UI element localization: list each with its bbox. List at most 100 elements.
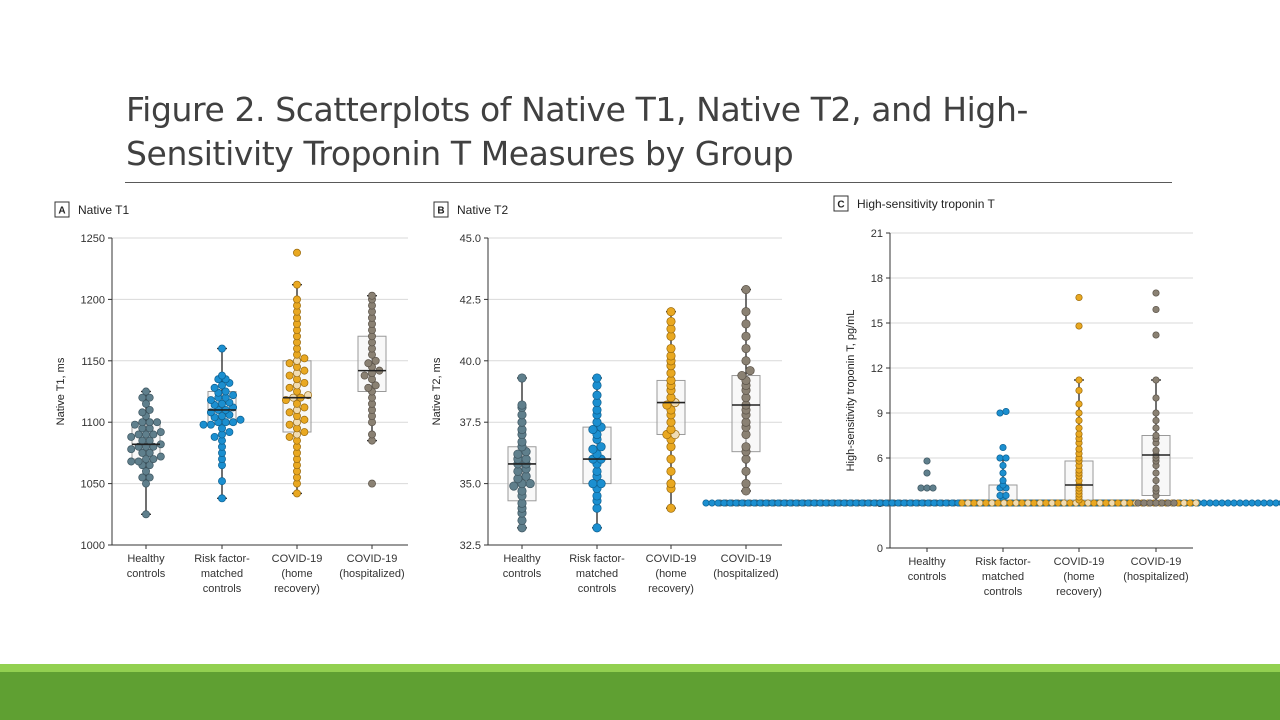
data-point [300,366,309,375]
data-point [744,499,752,507]
data-point [1054,499,1062,507]
series-group [127,387,165,519]
data-point [156,452,165,461]
panel-title: Native T1 [78,203,129,217]
y-tick-label: 15 [871,318,883,330]
data-point [822,499,830,507]
data-point [1066,499,1074,507]
data-point [153,418,162,427]
data-point [142,479,150,488]
data-point [702,499,710,507]
data-point [666,307,676,317]
data-point [236,415,245,424]
data-point [300,378,309,387]
x-category-label: recovery) [1056,586,1102,598]
data-point [780,499,788,507]
data-point [130,420,139,429]
data-point [1140,499,1148,507]
data-point [596,442,606,452]
data-point [1206,499,1214,507]
data-point [592,390,602,400]
data-point [996,454,1004,462]
data-point [588,425,598,435]
data-point [1152,431,1160,440]
data-point [1152,376,1160,384]
data-point [1170,499,1178,507]
data-point [930,499,938,507]
data-point [1230,499,1238,507]
data-point [741,442,751,452]
data-point [976,499,984,507]
data-point [900,499,908,507]
data-point [1102,499,1110,507]
data-point [300,403,309,412]
data-point [1180,499,1188,507]
x-category-label: (home [655,568,686,580]
series-group [199,344,245,503]
data-point [300,354,309,363]
series-group [281,248,313,498]
series-group [656,307,686,513]
data-point [300,415,309,424]
data-point [888,499,896,507]
data-point [134,457,143,466]
data-point [1075,386,1083,395]
x-category-label: controls [203,583,242,595]
data-point [906,499,914,507]
data-point [145,473,154,482]
data-point [513,449,523,459]
data-point [1254,499,1262,507]
data-point [750,499,758,507]
x-category-label: COVID-19 [1054,556,1105,568]
data-point [145,393,154,402]
data-point [999,461,1007,470]
panel-letter: B [437,206,444,217]
data-point [229,418,238,427]
series-group [731,285,761,496]
data-point [918,499,926,507]
data-point [828,499,836,507]
x-category-label: (hospitalized) [1123,571,1188,583]
data-point [218,424,226,433]
y-tick-label: 35.0 [460,479,481,491]
data-point [596,479,606,489]
data-point [1002,454,1010,462]
data-point [206,420,215,429]
x-category-label: COVID-19 [272,553,323,565]
data-point [199,420,208,429]
x-category-label: matched [982,571,1024,583]
data-point [285,371,294,380]
data-point [1192,499,1200,507]
data-point [300,428,309,436]
y-tick-label: 42.5 [460,294,481,306]
data-point [1006,499,1014,507]
x-category-label: controls [127,568,166,580]
data-point [737,370,747,381]
x-category-label: controls [503,568,542,580]
data-point [1236,499,1244,507]
data-point [768,499,776,507]
data-point [285,420,294,429]
data-point [1260,499,1268,507]
data-point [1075,430,1083,438]
x-category-label: COVID-19 [721,553,772,565]
data-point [738,499,746,507]
data-point [948,499,956,507]
x-category-label: controls [984,586,1023,598]
data-point [666,343,676,354]
data-point [218,371,226,380]
panel-title: High-sensitivity troponin T [857,197,996,211]
data-point [364,383,373,392]
y-axis-title: High-sensitivity troponin T, pg/mL [845,310,857,472]
x-category-label: COVID-19 [347,553,398,565]
x-category-label: Healthy [503,553,541,565]
data-point [517,400,527,410]
panel-letter: C [837,200,844,211]
data-point [285,432,294,441]
data-point [741,479,751,489]
data-point [1024,499,1032,507]
x-category-label: (hospitalized) [713,568,778,580]
y-tick-label: 9 [877,408,883,420]
x-category-label: COVID-19 [646,553,697,565]
data-point [1152,484,1160,492]
